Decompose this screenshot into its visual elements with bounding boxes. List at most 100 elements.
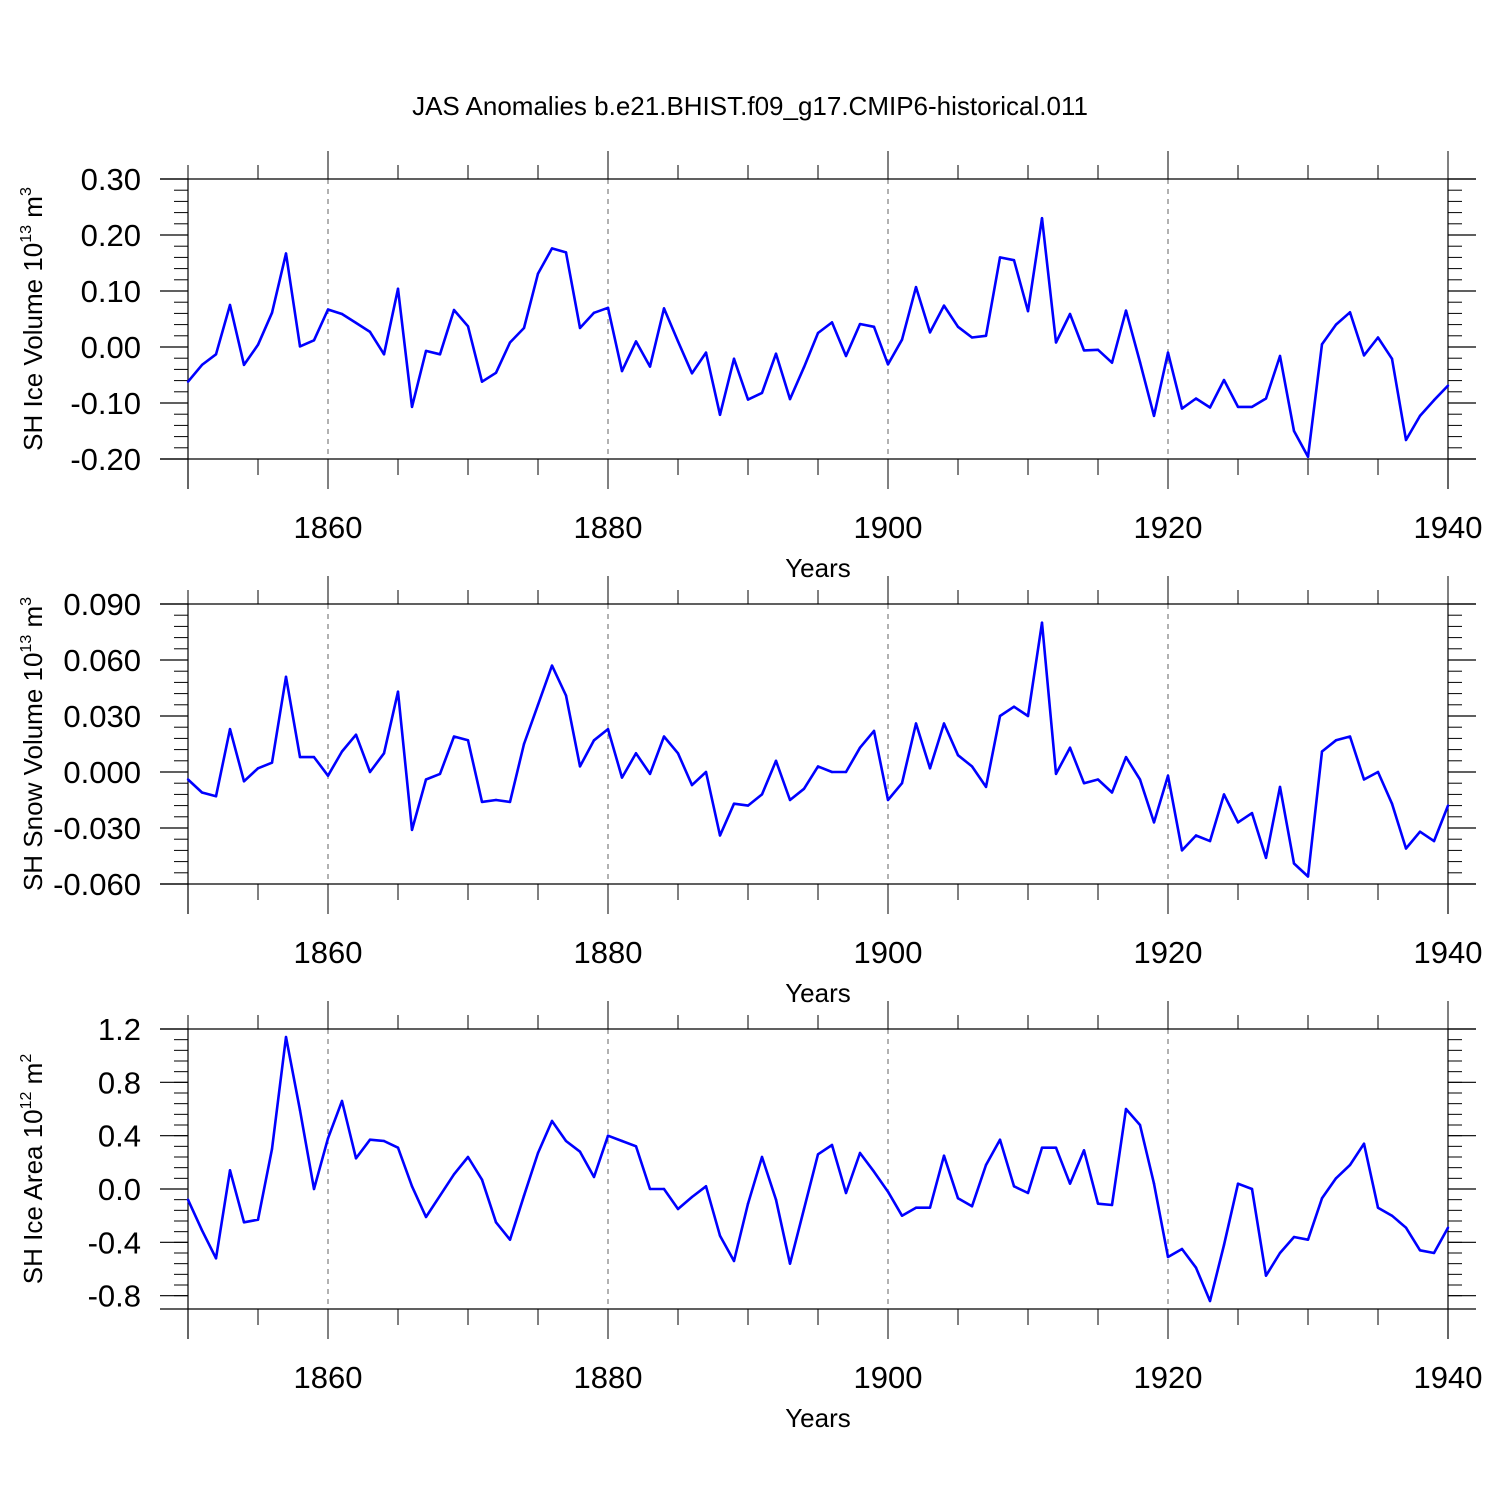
data-point (704, 351, 708, 354)
data-point (900, 1214, 904, 1217)
data-point (956, 1197, 960, 1200)
data-point (536, 703, 540, 706)
y-axis-label: SH Ice Volume 1013 m3 (18, 187, 48, 451)
data-point (886, 1190, 890, 1193)
chart-panel-1: 0.30 0.20 0.10 0.00 -0.10 -0.20 1860 1880 1900 19… (18, 151, 1482, 583)
data-point (1348, 311, 1352, 314)
data-point (326, 308, 330, 311)
data-point (1362, 778, 1366, 781)
y-tick-label: 0.030 (63, 699, 141, 734)
y-tick-label: 0.4 (98, 1119, 141, 1154)
x-axis-label: Years (785, 1403, 851, 1433)
y-tick-label: 0.10 (81, 274, 141, 309)
y-tick-label: 0.060 (63, 643, 141, 678)
data-point (760, 391, 764, 395)
data-point (606, 1134, 610, 1137)
data-point (592, 1175, 596, 1179)
data-point (186, 1198, 190, 1201)
data-point (410, 1185, 414, 1188)
data-point (1208, 839, 1212, 843)
data-point (1012, 1185, 1016, 1188)
y-tick-label: 0.20 (81, 218, 141, 253)
data-point (354, 733, 358, 736)
data-point (186, 380, 190, 383)
data-point (704, 1185, 708, 1188)
data-point (1180, 849, 1184, 852)
y-tick-label: -0.8 (88, 1279, 141, 1314)
y-tick-label: 0.000 (63, 755, 141, 790)
data-point (1446, 1226, 1450, 1229)
data-point (1040, 217, 1044, 220)
data-point (494, 1221, 498, 1224)
data-point (256, 1218, 260, 1221)
data-point (270, 1147, 274, 1151)
data-point (676, 340, 680, 343)
data-point (956, 754, 960, 757)
data-point (452, 1173, 456, 1176)
y-axis-label-exp: 13 (18, 635, 35, 653)
data-point (732, 802, 736, 805)
data-point (1152, 821, 1156, 824)
data-point (326, 774, 330, 777)
data-point (1404, 1226, 1408, 1229)
data-point (998, 1138, 1002, 1141)
data-point (1278, 354, 1282, 358)
data-point (592, 739, 596, 742)
x-tick-label: 1940 (1414, 510, 1483, 545)
data-point (1222, 793, 1226, 796)
data-point (550, 664, 554, 667)
data-point (1264, 397, 1268, 400)
data-point (242, 1221, 246, 1224)
data-point (480, 380, 484, 383)
x-axis-label: Years (785, 978, 851, 1008)
data-point (354, 1157, 358, 1160)
data-point (1124, 1107, 1128, 1111)
data-point (424, 349, 428, 353)
data-point (914, 722, 918, 725)
data-point (816, 331, 820, 335)
data-point (1376, 336, 1380, 339)
data-point (368, 770, 372, 774)
data-point (830, 1143, 834, 1147)
data-point (1152, 414, 1156, 418)
data-point (816, 765, 820, 768)
data-point (578, 326, 582, 330)
x-tick-label: 1900 (854, 510, 923, 545)
data-point (424, 1215, 428, 1219)
data-point (1054, 1146, 1058, 1149)
data-point (522, 326, 526, 330)
y-tick-label: -0.4 (88, 1225, 141, 1260)
x-tick-label: 1920 (1134, 510, 1203, 545)
data-point (1026, 714, 1030, 718)
data-point (1194, 397, 1198, 400)
data-point (200, 1229, 204, 1232)
data-point (256, 343, 260, 346)
data-point (956, 325, 960, 329)
data-point (1096, 778, 1100, 781)
data-point (592, 311, 596, 315)
data-point (1026, 309, 1030, 313)
data-point (396, 287, 400, 290)
data-point (396, 690, 400, 693)
y-tick-label: -0.10 (70, 386, 141, 421)
y-tick-label: 0.090 (63, 587, 141, 622)
data-point (508, 1238, 512, 1241)
data-point (1250, 405, 1254, 409)
x-tick-label: 1860 (294, 510, 363, 545)
data-point (508, 800, 512, 804)
data-point (970, 765, 974, 768)
data-point (690, 1195, 694, 1199)
data-point (354, 321, 358, 325)
data-point (452, 308, 456, 312)
data-point (676, 752, 680, 755)
data-point (1334, 323, 1338, 326)
data-point (1278, 785, 1282, 789)
data-point (746, 398, 750, 401)
data-point (1096, 1202, 1100, 1205)
data-point (1054, 341, 1058, 344)
data-point (704, 770, 708, 774)
data-point (1446, 384, 1450, 387)
data-point (494, 798, 498, 802)
series-line (187, 621, 1450, 878)
data-point (1152, 1182, 1156, 1185)
